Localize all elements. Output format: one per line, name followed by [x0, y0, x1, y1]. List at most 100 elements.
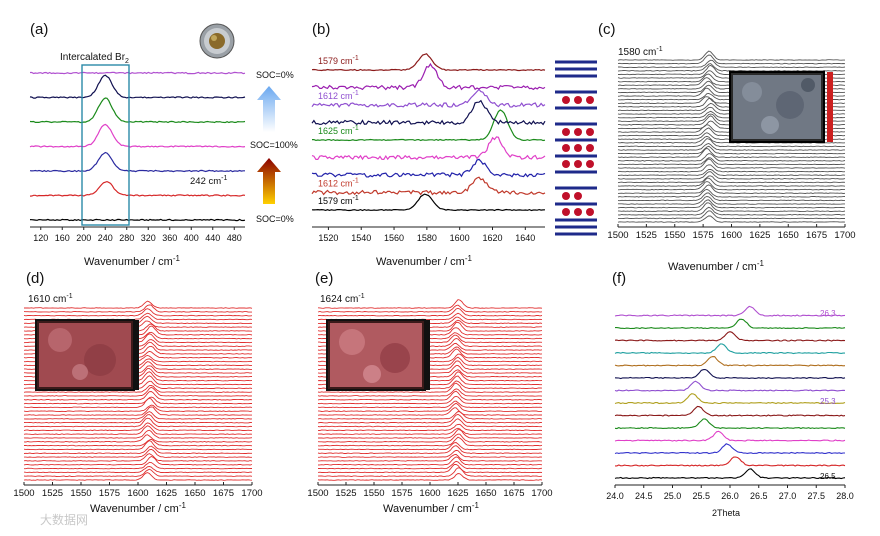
panel-d-tick-label: 1700 — [241, 488, 262, 499]
panel-b-series-line — [311, 88, 546, 108]
panel-d-tick-label: 1675 — [213, 488, 234, 499]
panel-c-title: 1580 cm-1 — [618, 46, 663, 58]
panel-f-tick-label: 28.0 — [836, 491, 854, 501]
schematic-intercalant — [562, 192, 570, 200]
panel-f-series-line — [614, 405, 846, 417]
panel-c-trace — [617, 192, 846, 202]
panel-d-trace — [23, 422, 253, 432]
panel-d-trace — [23, 455, 253, 466]
panel-d-trace — [23, 472, 253, 481]
panel-f-series-line — [614, 393, 846, 405]
panel-a-series-line — [30, 71, 246, 75]
soc-up-arrow-red — [257, 158, 281, 204]
panel-c-trace — [618, 210, 846, 220]
panel-f-bottom-label: 26.5 — [820, 472, 836, 481]
panel-f-series-line — [614, 331, 846, 342]
panel-c-tick-label: 1550 — [664, 230, 685, 241]
schematic-intercalant — [562, 208, 570, 216]
schematic-intercalant — [562, 96, 570, 104]
panel-c-trace — [617, 199, 846, 209]
panel-c-trace — [617, 157, 846, 166]
panel-b-series-line — [311, 158, 546, 178]
panel-c-trace — [617, 147, 846, 158]
panel-a-highlight-box — [81, 64, 130, 226]
panel-d-trace — [23, 453, 253, 462]
panel-c-trace — [617, 177, 846, 187]
panel-b-tick-label: 1640 — [515, 233, 535, 243]
panel-f-tick-label: 27.5 — [807, 491, 825, 501]
panel-a-tick-label: 120 — [33, 233, 48, 243]
panel-label-a: (a) — [30, 21, 48, 38]
panel-e-trace — [317, 395, 543, 405]
panel-label-d: (d) — [26, 270, 44, 287]
panel-f-middle-label: 25.3 — [820, 397, 836, 406]
panel-b-series-line — [312, 109, 546, 142]
panel-a-tick-label: 280 — [119, 233, 134, 243]
soc-top-label: SOC=0% — [256, 70, 294, 80]
schematic-intercalant — [574, 208, 582, 216]
panel-e-tick-label: 1650 — [475, 488, 496, 499]
panel-f-tick-label: 26.0 — [721, 491, 739, 501]
panel-b-series-line — [311, 53, 546, 72]
schematic-intercalant — [586, 144, 594, 152]
panel-c-tick-label: 1650 — [778, 230, 799, 241]
schematic-intercalant — [562, 128, 570, 136]
panel-a-series-line — [29, 97, 246, 124]
panel-d-x-title: Wavenumber / cm-1 — [90, 501, 187, 515]
panel-f-tick-label: 25.5 — [692, 491, 710, 501]
panel-d-tick-label: 1650 — [184, 488, 205, 499]
panel-c-trace — [617, 50, 845, 61]
panel-e-tick-label: 1500 — [307, 488, 328, 499]
panel-d-trace — [23, 385, 253, 393]
panel-c-tick-label: 1600 — [721, 230, 742, 241]
panel-a-series-line — [29, 151, 245, 173]
panel-b-tick-label: 1580 — [417, 233, 437, 243]
panel-c-trace — [617, 206, 845, 216]
panel-d-trace — [23, 406, 252, 416]
panel-label-e: (e) — [315, 270, 333, 287]
schematic-intercalant — [586, 160, 594, 168]
panel-d-trace — [23, 425, 253, 435]
panel-d-trace — [23, 308, 253, 317]
soc-up-arrow-blue — [257, 86, 281, 132]
panel-b-series-label: 1612 cm-1 — [318, 90, 359, 101]
panel-c-trace — [617, 54, 846, 65]
panel-c-trace — [618, 153, 846, 162]
panel-c-plot: 1580 cm-1 1500 1525 1550 1575 1600 1625 1650 16… — [607, 46, 855, 273]
panel-c-trace — [617, 188, 846, 198]
panel-a-tick-label: 360 — [162, 233, 177, 243]
panel-label-c: (c) — [598, 21, 616, 38]
panel-e-trace — [317, 427, 543, 435]
panel-b-series-label: 1612 cm-1 — [318, 178, 359, 189]
panel-c-trace — [617, 143, 845, 151]
panel-f-top-label: 26.3 — [820, 309, 836, 318]
schematic-intercalant — [586, 128, 594, 136]
panel-d-tick-label: 1500 — [13, 488, 34, 499]
panel-f-series-line — [615, 456, 846, 467]
panel-e-trace — [317, 467, 543, 477]
panel-c-tick-label: 1625 — [749, 230, 770, 241]
panel-e-trace — [317, 407, 542, 416]
panel-e-trace — [317, 418, 542, 428]
panel-d-trace — [23, 397, 253, 409]
panel-f-tick-label: 24.5 — [635, 491, 653, 501]
panel-d-trace — [23, 391, 253, 401]
panel-a-tick-label: 160 — [55, 233, 70, 243]
panel-e-trace — [317, 299, 543, 309]
panel-a-series-line — [29, 74, 246, 99]
panel-f-series-line — [614, 343, 845, 355]
panel-b-tick-label: 1540 — [351, 233, 371, 243]
panel-a-tick-label: 320 — [141, 233, 156, 243]
panel-d-trace — [23, 417, 253, 428]
panel-d-trace — [24, 461, 252, 470]
panel-c-tick-label: 1575 — [693, 230, 714, 241]
panel-e-trace — [317, 307, 543, 317]
panel-f-series-line — [615, 318, 846, 330]
panel-e-trace — [317, 433, 543, 443]
panel-a-plot: 120 160 200 240 280 320 360 400 440 480 Intercala… — [29, 23, 298, 268]
panel-a-tick-label: 400 — [184, 233, 199, 243]
panel-c-trace — [617, 158, 846, 169]
panel-b-series-line — [311, 193, 546, 212]
panel-e-tick-label: 1525 — [335, 488, 356, 499]
panel-c-trace — [618, 59, 846, 68]
